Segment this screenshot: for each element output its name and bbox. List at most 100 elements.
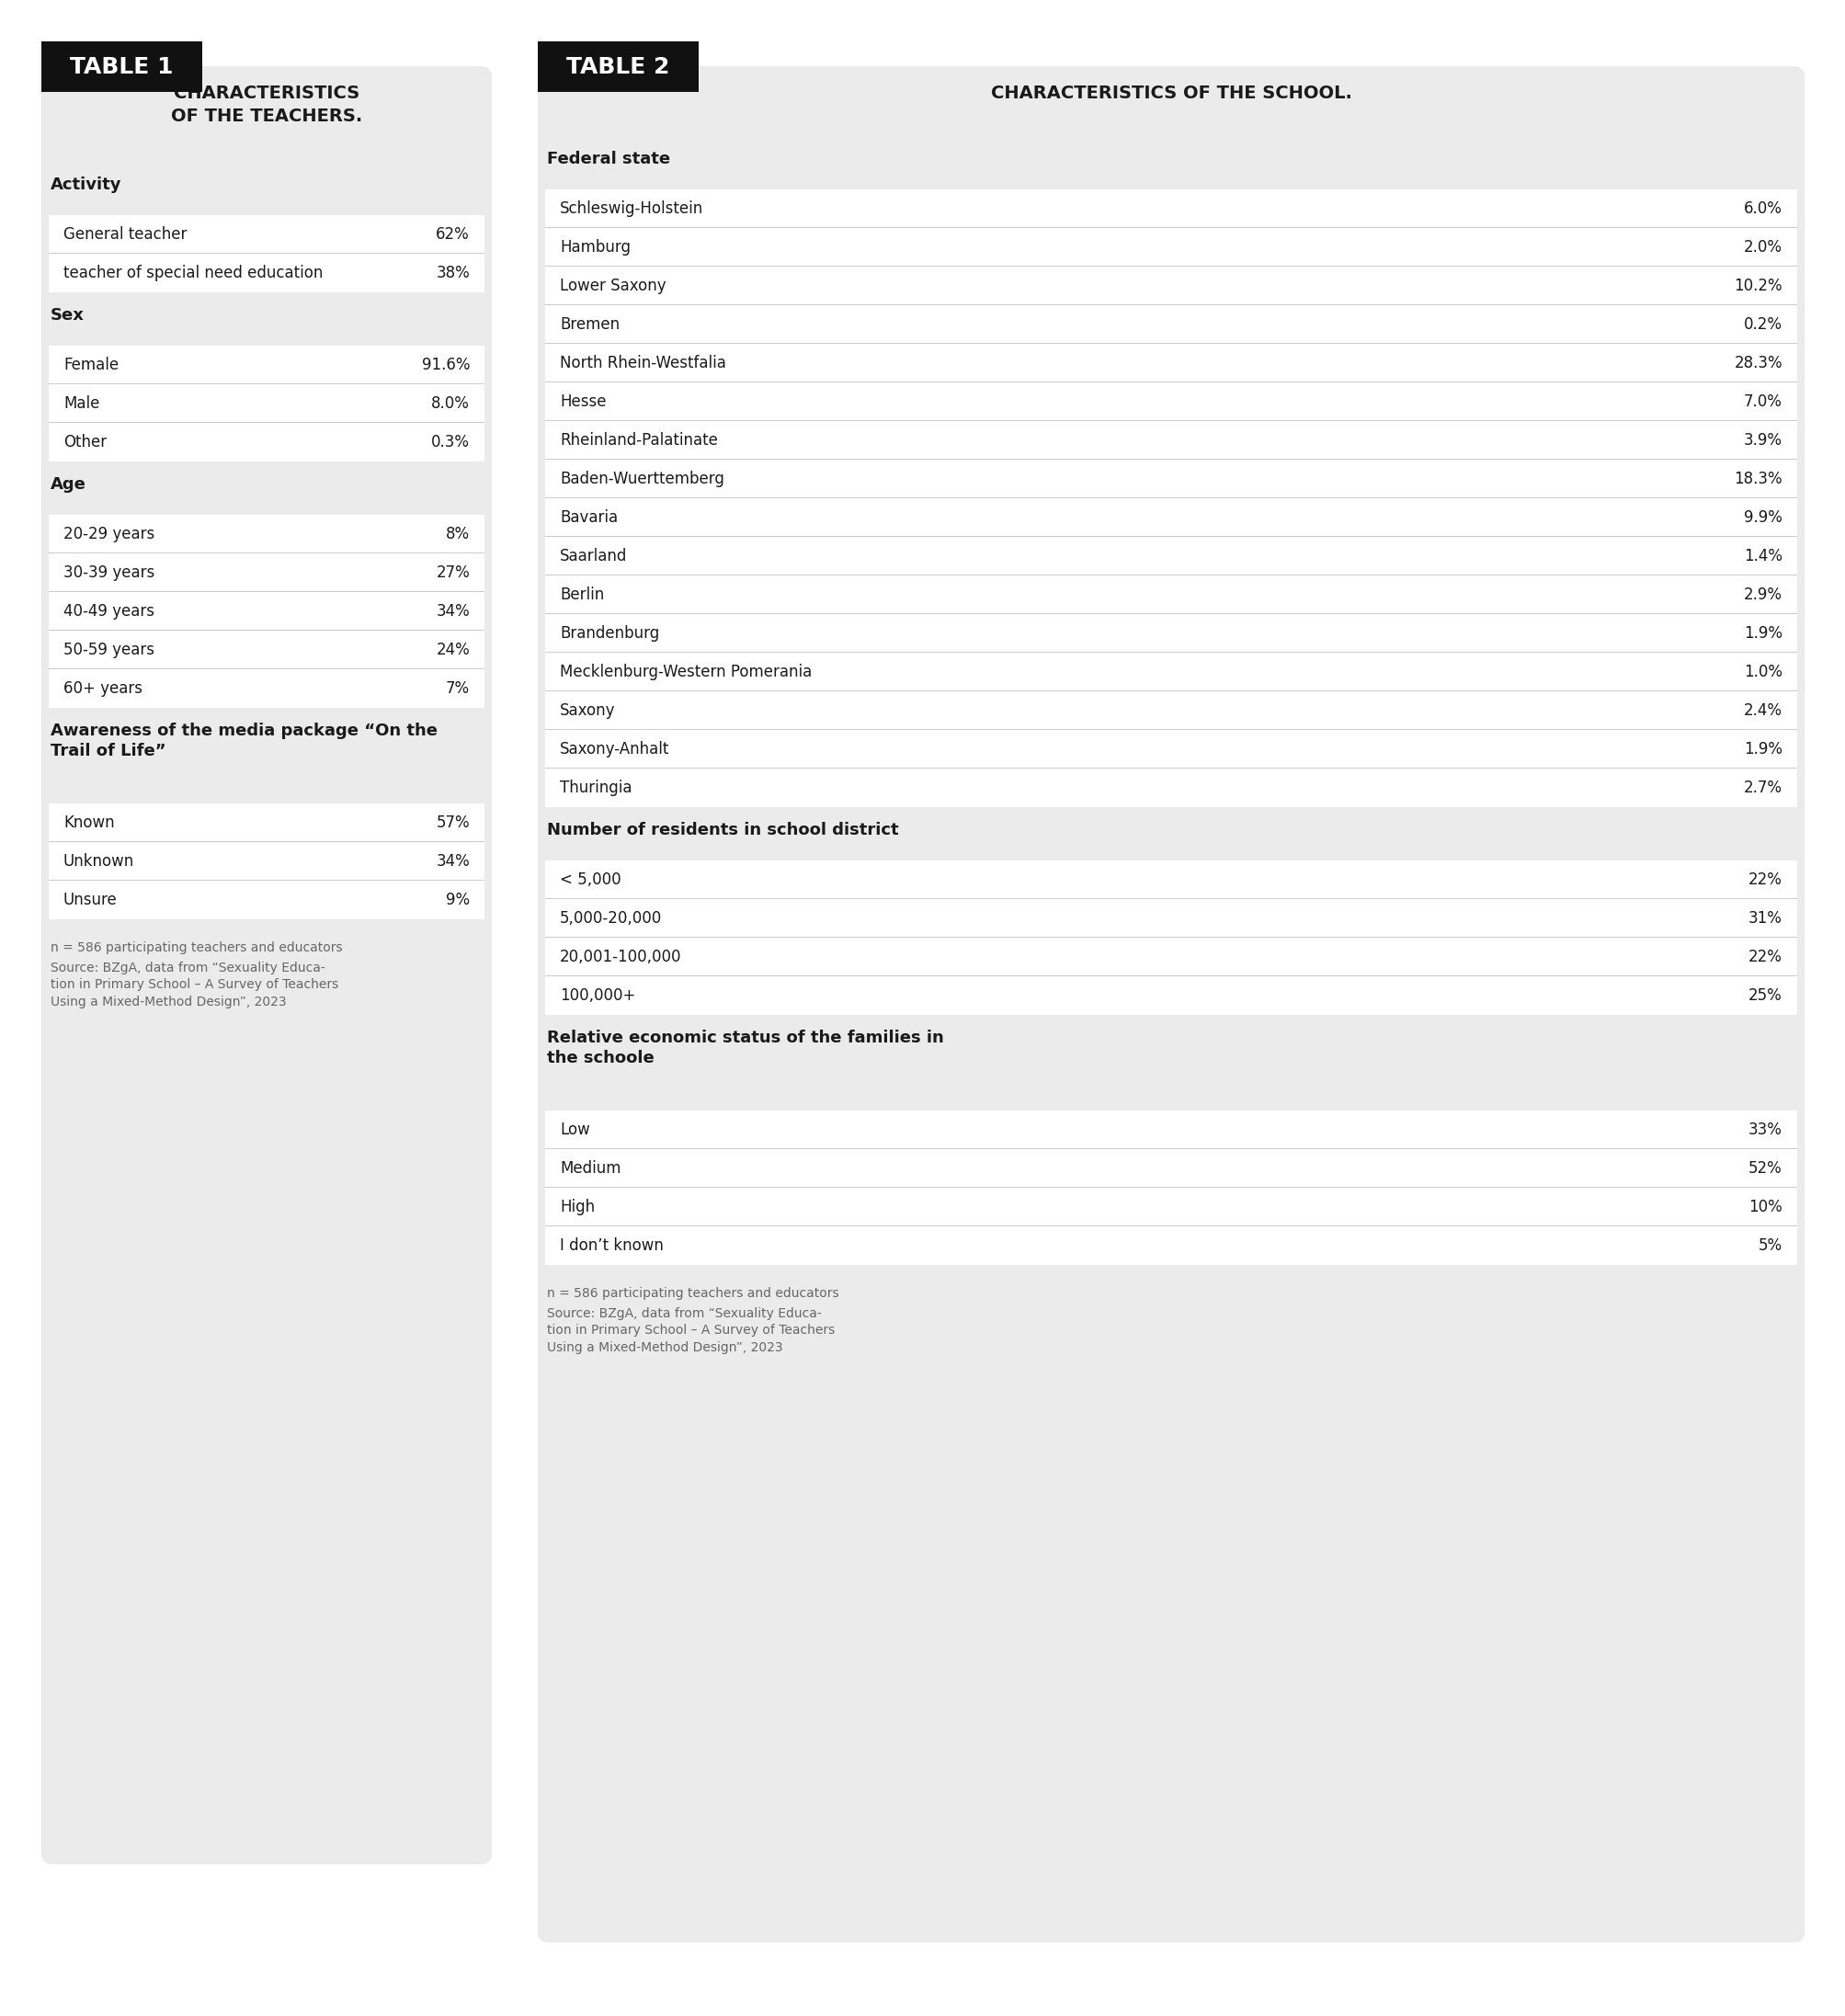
Text: 22%: 22% bbox=[1747, 871, 1782, 887]
Text: 7%: 7% bbox=[445, 679, 469, 698]
Text: 34%: 34% bbox=[435, 853, 469, 869]
Text: Awareness of the media package “On the
Trail of Life”: Awareness of the media package “On the T… bbox=[50, 722, 437, 760]
Text: 18.3%: 18.3% bbox=[1732, 470, 1782, 488]
Bar bbox=[537, 42, 697, 93]
Text: 62%: 62% bbox=[435, 226, 469, 242]
Text: Source: BZgA, data from “Sexuality Educa-
tion in Primary School – A Survey of T: Source: BZgA, data from “Sexuality Educa… bbox=[546, 1306, 834, 1355]
Text: 34%: 34% bbox=[435, 603, 469, 619]
Text: Saxony-Anhalt: Saxony-Anhalt bbox=[559, 742, 670, 758]
Text: Other: Other bbox=[63, 433, 107, 450]
Text: Lower Saxony: Lower Saxony bbox=[559, 278, 666, 294]
Text: Hesse: Hesse bbox=[559, 393, 605, 409]
Text: Low: Low bbox=[559, 1121, 590, 1139]
Text: 30-39 years: 30-39 years bbox=[63, 564, 155, 581]
Text: 24%: 24% bbox=[435, 641, 469, 657]
Bar bbox=[544, 190, 1797, 806]
Text: Thuringia: Thuringia bbox=[559, 780, 631, 796]
Text: Bremen: Bremen bbox=[559, 317, 620, 333]
Text: TABLE 1: TABLE 1 bbox=[70, 56, 173, 79]
Text: Medium: Medium bbox=[559, 1159, 620, 1177]
Text: n = 586 participating teachers and educators: n = 586 participating teachers and educa… bbox=[50, 941, 343, 954]
Text: 6.0%: 6.0% bbox=[1744, 200, 1782, 218]
Text: Unknown: Unknown bbox=[63, 853, 135, 869]
Text: Source: BZgA, data from “Sexuality Educa-
tion in Primary School – A Survey of T: Source: BZgA, data from “Sexuality Educa… bbox=[50, 962, 338, 1008]
Text: 27%: 27% bbox=[435, 564, 469, 581]
Text: Age: Age bbox=[50, 476, 87, 492]
Text: 25%: 25% bbox=[1747, 988, 1782, 1004]
Text: I don’t known: I don’t known bbox=[559, 1238, 662, 1254]
FancyBboxPatch shape bbox=[41, 67, 491, 1865]
Text: High: High bbox=[559, 1200, 594, 1216]
Text: Known: Known bbox=[63, 814, 114, 831]
Text: 52%: 52% bbox=[1747, 1159, 1782, 1177]
Text: 2.9%: 2.9% bbox=[1744, 587, 1782, 603]
Text: Mecklenburg-Western Pomerania: Mecklenburg-Western Pomerania bbox=[559, 663, 812, 679]
Text: CHARACTERISTICS OF THE SCHOOL.: CHARACTERISTICS OF THE SCHOOL. bbox=[991, 85, 1351, 103]
Text: Federal state: Federal state bbox=[546, 151, 670, 167]
Text: 28.3%: 28.3% bbox=[1732, 355, 1782, 371]
Text: teacher of special need education: teacher of special need education bbox=[63, 264, 323, 282]
Text: Male: Male bbox=[63, 395, 100, 411]
Text: 38%: 38% bbox=[435, 264, 469, 282]
Text: Rheinland-Palatinate: Rheinland-Palatinate bbox=[559, 431, 718, 450]
Bar bbox=[544, 1111, 1797, 1264]
Text: 57%: 57% bbox=[435, 814, 469, 831]
Text: Hamburg: Hamburg bbox=[559, 240, 631, 256]
Text: < 5,000: < 5,000 bbox=[559, 871, 620, 887]
Bar bbox=[41, 42, 203, 93]
Text: General teacher: General teacher bbox=[63, 226, 186, 242]
Text: 2.4%: 2.4% bbox=[1744, 702, 1782, 720]
Text: 9%: 9% bbox=[445, 891, 469, 909]
Text: 1.9%: 1.9% bbox=[1744, 625, 1782, 641]
Bar bbox=[48, 804, 483, 919]
Text: 20-29 years: 20-29 years bbox=[63, 526, 155, 542]
FancyBboxPatch shape bbox=[537, 67, 1804, 1943]
Text: Unsure: Unsure bbox=[63, 891, 118, 909]
Bar bbox=[48, 514, 483, 708]
Text: n = 586 participating teachers and educators: n = 586 participating teachers and educa… bbox=[546, 1286, 838, 1300]
Text: Bavaria: Bavaria bbox=[559, 510, 618, 526]
Text: 22%: 22% bbox=[1747, 950, 1782, 966]
Text: Sex: Sex bbox=[50, 306, 85, 325]
Text: 20,001-100,000: 20,001-100,000 bbox=[559, 950, 681, 966]
Text: 8%: 8% bbox=[445, 526, 469, 542]
Text: 1.4%: 1.4% bbox=[1744, 548, 1782, 564]
Text: 33%: 33% bbox=[1747, 1121, 1782, 1139]
Bar bbox=[48, 345, 483, 462]
Text: Saarland: Saarland bbox=[559, 548, 627, 564]
Text: 1.9%: 1.9% bbox=[1744, 742, 1782, 758]
Text: 0.3%: 0.3% bbox=[432, 433, 469, 450]
Text: 1.0%: 1.0% bbox=[1744, 663, 1782, 679]
Text: 40-49 years: 40-49 years bbox=[63, 603, 155, 619]
Text: Schleswig-Holstein: Schleswig-Holstein bbox=[559, 200, 703, 218]
Text: Saxony: Saxony bbox=[559, 702, 614, 720]
Text: CHARACTERISTICS
OF THE TEACHERS.: CHARACTERISTICS OF THE TEACHERS. bbox=[172, 85, 362, 125]
Text: Relative economic status of the families in
the schoole: Relative economic status of the families… bbox=[546, 1030, 943, 1066]
Text: 60+ years: 60+ years bbox=[63, 679, 142, 698]
Text: Activity: Activity bbox=[50, 177, 122, 194]
Bar bbox=[544, 861, 1797, 1014]
Text: 10.2%: 10.2% bbox=[1732, 278, 1782, 294]
Text: 7.0%: 7.0% bbox=[1744, 393, 1782, 409]
Text: Baden-Wuerttemberg: Baden-Wuerttemberg bbox=[559, 470, 723, 488]
Text: 9.9%: 9.9% bbox=[1744, 510, 1782, 526]
Text: Number of residents in school district: Number of residents in school district bbox=[546, 823, 899, 839]
Text: 3.9%: 3.9% bbox=[1744, 431, 1782, 450]
Text: 0.2%: 0.2% bbox=[1744, 317, 1782, 333]
Text: TABLE 2: TABLE 2 bbox=[566, 56, 670, 79]
Text: 2.7%: 2.7% bbox=[1744, 780, 1782, 796]
Text: 50-59 years: 50-59 years bbox=[63, 641, 155, 657]
Text: Brandenburg: Brandenburg bbox=[559, 625, 659, 641]
Text: 31%: 31% bbox=[1747, 909, 1782, 927]
Text: 100,000+: 100,000+ bbox=[559, 988, 635, 1004]
Text: 5%: 5% bbox=[1758, 1238, 1782, 1254]
Text: 91.6%: 91.6% bbox=[421, 357, 469, 373]
Text: Female: Female bbox=[63, 357, 118, 373]
Text: North Rhein-Westfalia: North Rhein-Westfalia bbox=[559, 355, 725, 371]
Text: Berlin: Berlin bbox=[559, 587, 603, 603]
Text: 5,000-20,000: 5,000-20,000 bbox=[559, 909, 662, 927]
Bar bbox=[48, 216, 483, 292]
Text: 8.0%: 8.0% bbox=[432, 395, 469, 411]
Text: 2.0%: 2.0% bbox=[1744, 240, 1782, 256]
Text: 10%: 10% bbox=[1747, 1200, 1782, 1216]
